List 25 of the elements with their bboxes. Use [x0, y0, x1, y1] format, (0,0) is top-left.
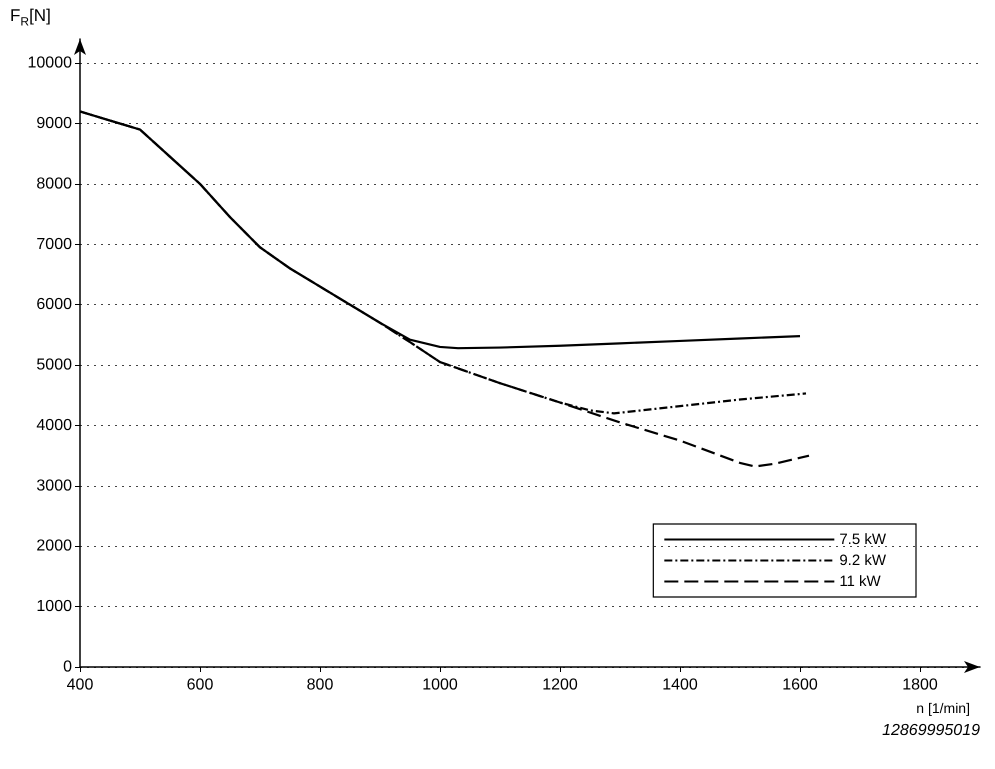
text: 12869995019: [882, 722, 980, 740]
x-tick-label: 800: [306, 676, 334, 694]
x-tick-label: 600: [186, 676, 214, 694]
text: 7.5 kW: [839, 531, 887, 548]
y-tick-label: 4000: [36, 416, 72, 434]
y-tick-label: 3000: [36, 477, 72, 494]
y-tick-label: 0: [63, 658, 72, 676]
x-tick-label: 400: [66, 676, 94, 694]
y-tick-label: 10000: [28, 54, 72, 72]
x-tick-label: 1200: [542, 676, 578, 694]
y-tick-label: 6000: [36, 296, 72, 314]
y-tick-label: 1000: [36, 598, 72, 616]
text: 11 kW: [839, 573, 882, 590]
y-tick-label: 7000: [36, 236, 72, 253]
x-tick-label: 1400: [662, 676, 698, 694]
y-tick-label: 2000: [36, 538, 72, 555]
y-tick-label: 9000: [36, 115, 72, 132]
x-tick-label: 1800: [902, 676, 938, 694]
text: 9.2 kW: [839, 552, 887, 569]
y-tick-label: 8000: [36, 175, 72, 192]
y-tick-label: 5000: [36, 356, 72, 374]
x-tick-label: 1600: [782, 676, 818, 694]
x-tick-label: 1000: [422, 676, 458, 694]
y-axis-title: F$_{R}$[N]: [10, 6, 51, 28]
x-axis-title: n [1/min]: [916, 700, 970, 716]
